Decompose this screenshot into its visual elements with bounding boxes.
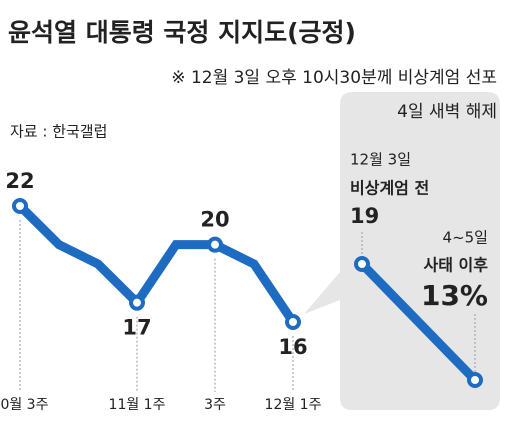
value-label: 16 (278, 335, 307, 359)
source: 자료 : 한국갤럽 (10, 123, 107, 141)
value-label: 13% (421, 279, 488, 312)
point (354, 256, 370, 272)
date-label: 4~5일 (443, 229, 488, 247)
point (207, 236, 223, 253)
point (12, 198, 28, 214)
period-label: 사태 이후 (424, 256, 489, 275)
x-tick-label: 3주 (204, 397, 226, 413)
value-label: 19 (350, 204, 379, 228)
line (16, 202, 297, 325)
value-label: 17 (122, 316, 151, 340)
x-tick-label: 11월 1주 (109, 397, 166, 413)
period-label: 비상계엄 전 (350, 179, 429, 198)
chart-title: 윤석열 대통령 국정 지지도(긍정) (8, 18, 356, 47)
highlight-line (358, 260, 479, 384)
date-label: 12월 3일 (350, 151, 411, 169)
x-tick-label: 12월 1주 (265, 397, 322, 413)
note: ※ 12월 3일 오후 10시30분께 비상계엄 선포 (171, 68, 497, 88)
point (129, 294, 145, 311)
value-label: 22 (5, 169, 34, 193)
point (285, 314, 301, 330)
highlight-panel (304, 92, 500, 410)
point (467, 372, 483, 388)
x-tick-label: 10월 3주 (0, 397, 49, 413)
value-label: 20 (200, 208, 229, 232)
note: 4일 새벽 해제 (397, 102, 497, 122)
